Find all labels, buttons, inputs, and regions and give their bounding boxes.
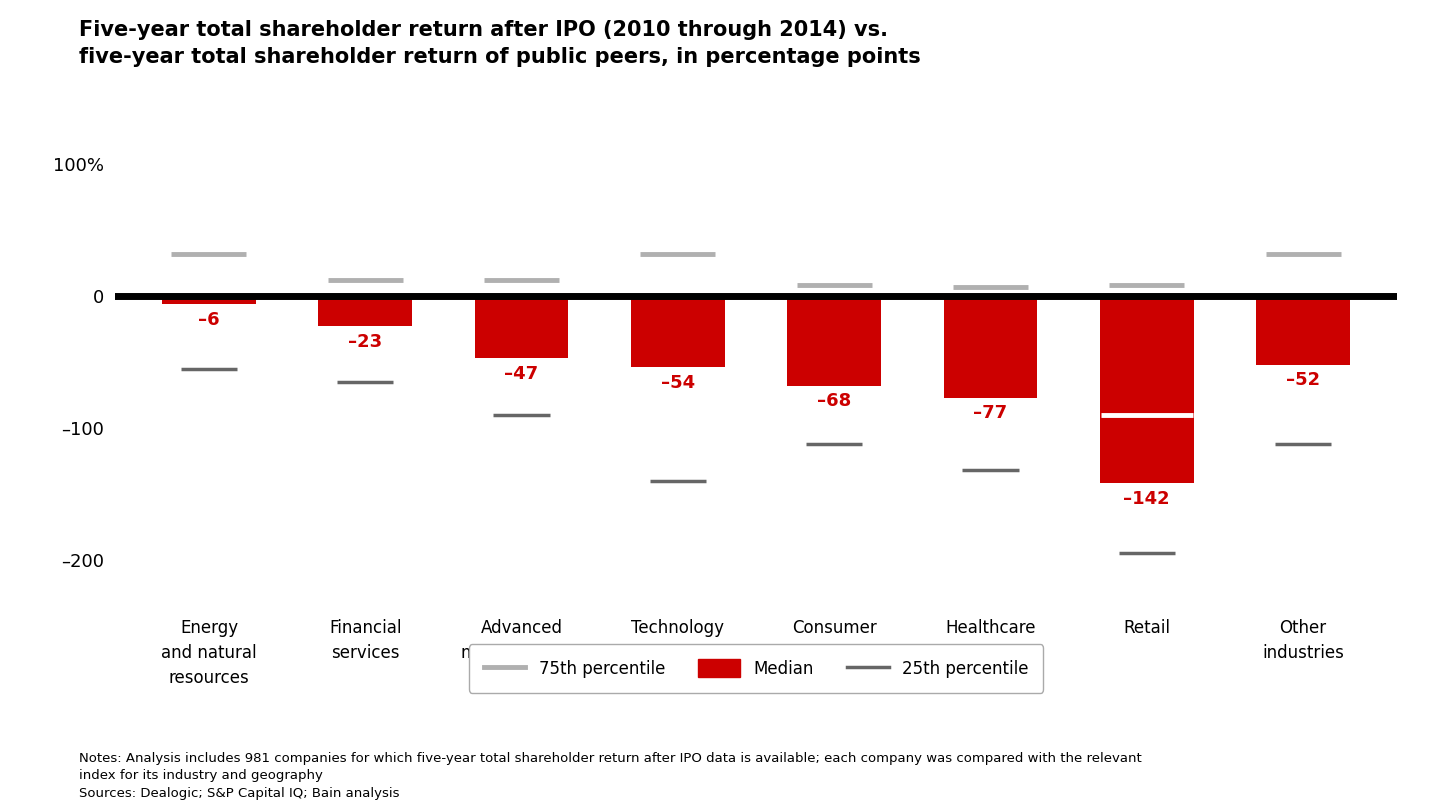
Bar (163, 296, 256, 304)
Bar (631, 296, 724, 367)
Text: –52: –52 (1286, 371, 1320, 389)
Bar (788, 296, 881, 386)
Text: –6: –6 (199, 310, 220, 329)
Text: –142: –142 (1123, 490, 1171, 508)
Bar (1256, 296, 1349, 364)
Text: –23: –23 (348, 333, 383, 351)
Bar (943, 296, 1037, 398)
Legend: 75th percentile, Median, 25th percentile: 75th percentile, Median, 25th percentile (468, 645, 1044, 693)
Text: –54: –54 (661, 374, 696, 392)
Text: Five-year total shareholder return after IPO (2010 through 2014) vs.
five-year t: Five-year total shareholder return after… (79, 20, 922, 66)
Bar (475, 296, 569, 358)
Text: index for its industry and geography: index for its industry and geography (79, 770, 323, 782)
Bar (318, 296, 412, 326)
Bar (1100, 296, 1194, 484)
Text: –68: –68 (816, 392, 851, 411)
Text: –77: –77 (973, 404, 1008, 422)
Text: –47: –47 (504, 364, 539, 382)
Text: Notes: Analysis includes 981 companies for which five-year total shareholder ret: Notes: Analysis includes 981 companies f… (79, 752, 1142, 765)
Text: Sources: Dealogic; S&P Capital IQ; Bain analysis: Sources: Dealogic; S&P Capital IQ; Bain … (79, 787, 400, 800)
